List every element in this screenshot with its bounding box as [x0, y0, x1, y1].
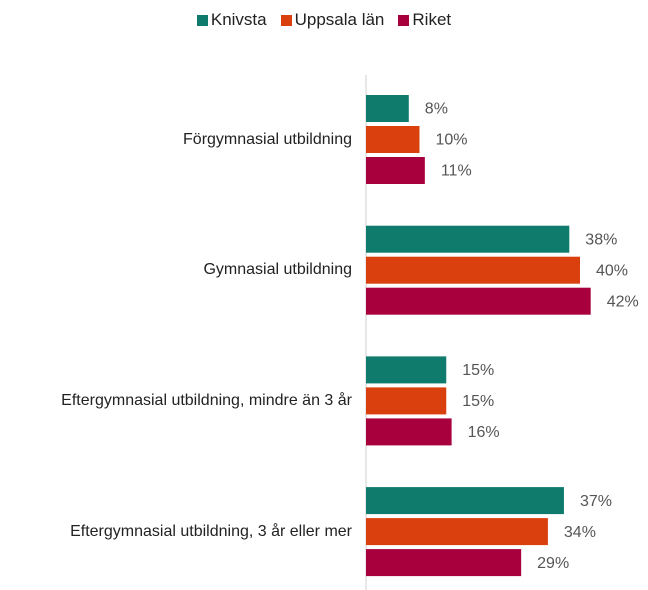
category-text: Gymnasial utbildning [203, 261, 352, 279]
legend-label: Uppsala län [294, 10, 385, 29]
category-label: Eftergymnasial utbildning, mindre än 3 å… [4, 371, 352, 431]
legend-label: Riket [412, 10, 452, 29]
value-label: 16% [468, 424, 500, 441]
legend-item: Uppsala län [280, 10, 385, 30]
value-label: 37% [580, 493, 612, 510]
legend-item: Knivsta [196, 10, 267, 30]
value-label: 10% [436, 132, 468, 149]
value-label: 29% [537, 555, 569, 572]
legend-swatch [196, 14, 208, 26]
legend-swatch [398, 14, 410, 26]
bar [366, 418, 452, 446]
bar [366, 487, 564, 515]
bar [366, 157, 425, 184]
legend: Knivsta Uppsala län Riket [0, 10, 648, 30]
bar [366, 95, 409, 122]
value-label: 11% [441, 163, 472, 180]
legend-item: Riket [398, 10, 451, 30]
bar [366, 287, 591, 315]
value-label: 34% [564, 524, 596, 541]
bar [366, 256, 580, 284]
category-label: Gymnasial utbildning [4, 240, 352, 300]
bar [366, 549, 522, 577]
value-label: 42% [607, 293, 639, 310]
bar [366, 225, 570, 253]
category-label: Eftergymnasial utbildning, 3 år eller me… [4, 502, 352, 562]
value-label: 40% [596, 262, 628, 279]
category-text: Förgymnasial utbildning [183, 130, 352, 148]
category-text: Eftergymnasial utbildning, 3 år eller me… [70, 522, 352, 540]
bar [366, 126, 420, 153]
value-label: 38% [585, 231, 617, 248]
value-label: 8% [425, 101, 448, 118]
category-label: Förgymnasial utbildning [4, 110, 352, 170]
legend-swatch [280, 14, 292, 26]
category-text: Eftergymnasial utbildning, mindre än 3 å… [61, 391, 352, 409]
value-label: 15% [462, 362, 494, 379]
bar [366, 518, 548, 546]
bar [366, 356, 447, 384]
bar [366, 387, 447, 415]
value-label: 15% [462, 393, 494, 410]
legend-label: Knivsta [210, 10, 267, 29]
